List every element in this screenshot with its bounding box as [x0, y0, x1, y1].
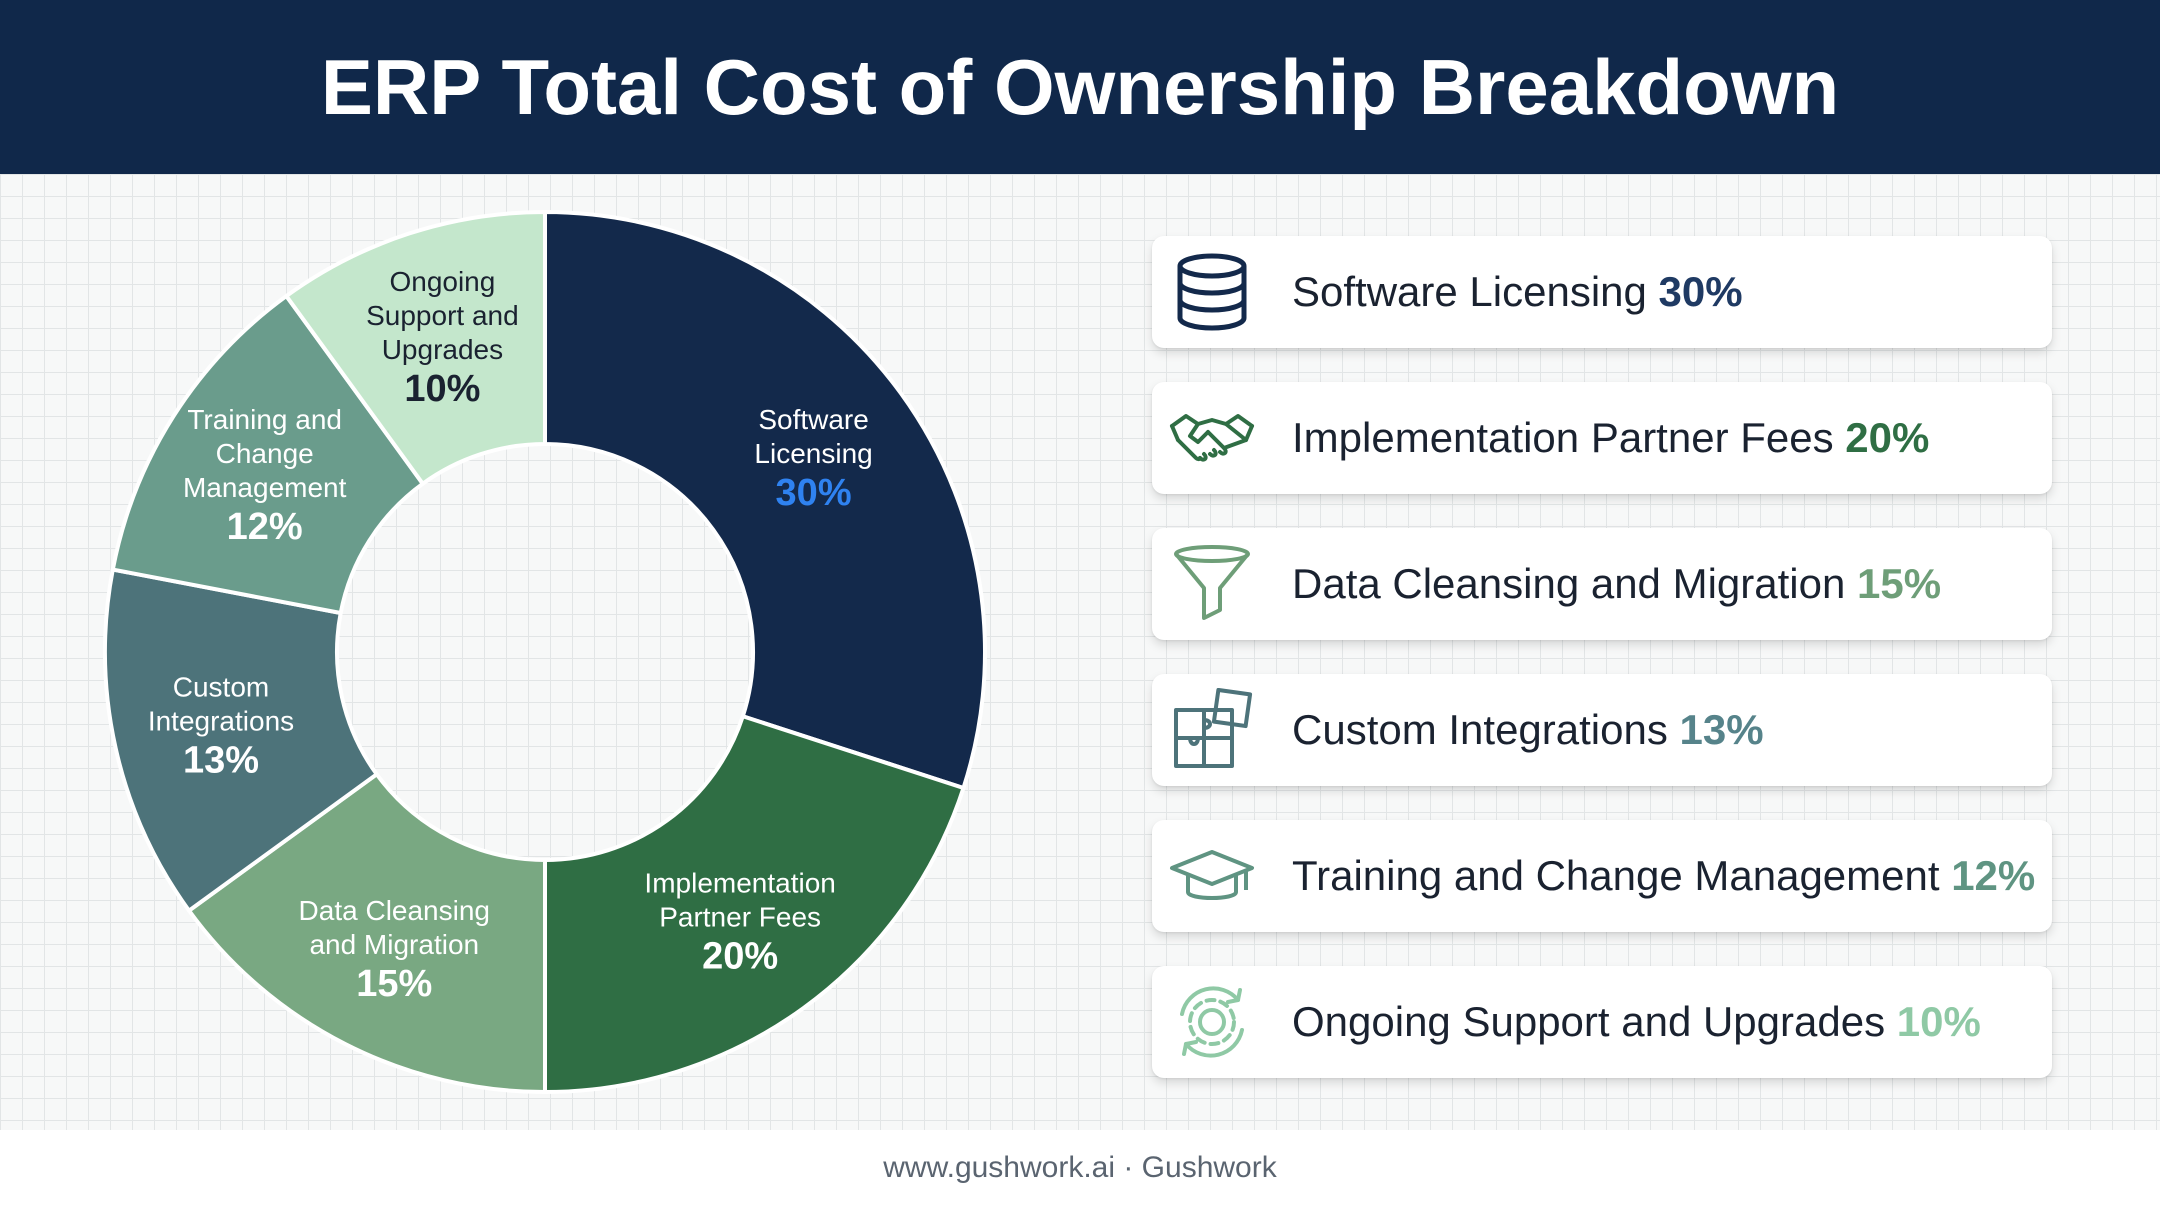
legend-item-2: Data Cleansing and Migration 15%	[1152, 528, 2052, 640]
slice-label-5-line-0: Ongoing	[389, 266, 495, 297]
legend-name: Software Licensing	[1292, 268, 1659, 315]
slice-label-2-line-1: and Migration	[309, 929, 479, 960]
slice-label-1-line-0: Implementation	[644, 868, 835, 899]
legend-item-1: Implementation Partner Fees 20%	[1152, 382, 2052, 494]
legend-item-5: Ongoing Support and Upgrades 10%	[1152, 966, 2052, 1078]
funnel-icon	[1168, 542, 1256, 626]
legend-item-4: Training and Change Management 12%	[1152, 820, 2052, 932]
legend-name: Training and Change Management	[1292, 852, 1952, 899]
handshake-icon	[1168, 396, 1256, 480]
legend-name: Data Cleansing and Migration	[1292, 560, 1857, 607]
slice-label-3-line-1: Integrations	[148, 705, 294, 736]
legend-label: Training and Change Management 12%	[1292, 820, 2035, 932]
donut-chart: Software Licensing 30% Implementation Partne…	[0, 174, 1100, 1130]
legend-percent: 12%	[1951, 852, 2036, 899]
slice-label-4-line-2: Management	[183, 472, 347, 503]
slice-percent-0: 30%	[776, 472, 852, 514]
slice-label-0-line-1: Licensing	[754, 438, 872, 469]
slice-percent-1: 20%	[702, 936, 778, 978]
legend-item-3: Custom Integrations 13%	[1152, 674, 2052, 786]
legend-percent: 10%	[1896, 998, 1981, 1045]
donut-slice-0	[543, 210, 987, 790]
footer-bar	[0, 1130, 2160, 1206]
gear-refresh-icon	[1168, 980, 1256, 1064]
slice-label-2-line-0: Data Cleansing	[299, 895, 490, 926]
legend-name: Custom Integrations	[1292, 706, 1680, 753]
legend-percent: 13%	[1679, 706, 1764, 753]
legend-label: Data Cleansing and Migration 15%	[1292, 528, 1941, 640]
legend-percent: 20%	[1845, 414, 1930, 461]
donut-slice-4	[110, 294, 425, 616]
legend-percent: 30%	[1658, 268, 1743, 315]
legend-item-0: Software Licensing 30%	[1152, 236, 2052, 348]
slice-label-1-line-1: Partner Fees	[659, 902, 821, 933]
puzzle-icon	[1168, 687, 1256, 772]
donut-slice-2	[187, 772, 547, 1094]
database-icon	[1168, 250, 1256, 334]
donut-slice-1	[543, 714, 966, 1094]
slice-label-0-line-0: Software	[758, 404, 869, 435]
slice-percent-3: 13%	[183, 739, 259, 781]
legend-label: Custom Integrations 13%	[1292, 674, 1764, 786]
footer-text: www.gushwork.ai · Gushwork	[883, 1151, 1277, 1184]
legend-label: Ongoing Support and Upgrades 10%	[1292, 966, 1981, 1078]
page-title: ERP Total Cost of Ownership Breakdown	[320, 43, 1840, 131]
legend-name: Implementation Partner Fees	[1292, 414, 1846, 461]
slice-label-3-line-0: Custom	[173, 671, 269, 702]
slice-label-5-line-2: Upgrades	[382, 334, 503, 365]
legend-label: Software Licensing 30%	[1292, 236, 1743, 348]
slice-percent-4: 12%	[227, 506, 303, 548]
slice-percent-2: 15%	[356, 963, 432, 1005]
graduation-cap-icon	[1168, 834, 1256, 918]
legend-name: Ongoing Support and Upgrades	[1292, 998, 1897, 1045]
slice-label-5-line-1: Support and	[366, 300, 519, 331]
donut-slice-3	[103, 567, 379, 913]
legend-label: Implementation Partner Fees 20%	[1292, 382, 1929, 494]
slice-percent-5: 10%	[404, 368, 480, 410]
slice-label-4-line-1: Change	[216, 438, 314, 469]
slice-label-4-line-0: Training and	[187, 404, 342, 435]
legend-percent: 15%	[1857, 560, 1942, 607]
donut-slice-5	[284, 210, 547, 486]
header-banner	[0, 0, 2160, 174]
